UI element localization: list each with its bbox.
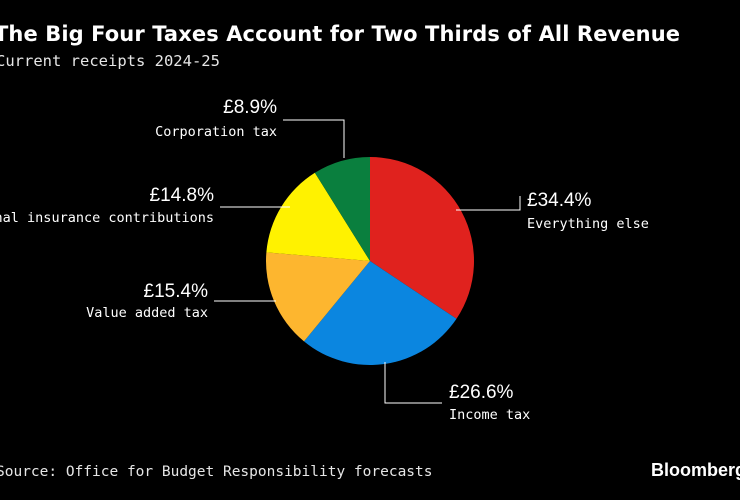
- leader-line-corporation-tax: [283, 119, 345, 158]
- value-label-value-added-tax: £15.4%: [144, 281, 209, 302]
- pie-slice-corporation-tax: [314, 157, 370, 261]
- category-label-national-insurance-contributions: National insurance contributions: [0, 210, 214, 226]
- value-label-everything-else: £34.4%: [527, 190, 592, 211]
- leader-line-everything-else: [456, 196, 521, 211]
- pie-slice-national-insurance-contributions: [266, 172, 370, 261]
- value-label-income-tax: £26.6%: [449, 382, 514, 403]
- value-label-corporation-tax: £8.9%: [223, 97, 277, 118]
- chart-subtitle: Current receipts 2024-25: [0, 52, 220, 70]
- category-label-corporation-tax: Corporation tax: [155, 124, 277, 140]
- pie-slice-income-tax: [304, 261, 457, 365]
- value-label-national-insurance-contributions: £14.8%: [150, 185, 215, 206]
- pie-slice-everything-else: [370, 157, 475, 319]
- leader-line-income-tax: [384, 362, 442, 404]
- chart-title: The Big Four Taxes Account for Two Third…: [0, 22, 681, 46]
- category-label-everything-else: Everything else: [527, 216, 649, 232]
- bloomberg-logo: Bloomberg: [650, 460, 740, 480]
- source-note: Source: Office for Budget Responsibility…: [0, 464, 433, 480]
- category-label-value-added-tax: Value added tax: [86, 305, 208, 321]
- pie-slice-value-added-tax: [266, 252, 370, 342]
- category-label-income-tax: Income tax: [449, 407, 530, 423]
